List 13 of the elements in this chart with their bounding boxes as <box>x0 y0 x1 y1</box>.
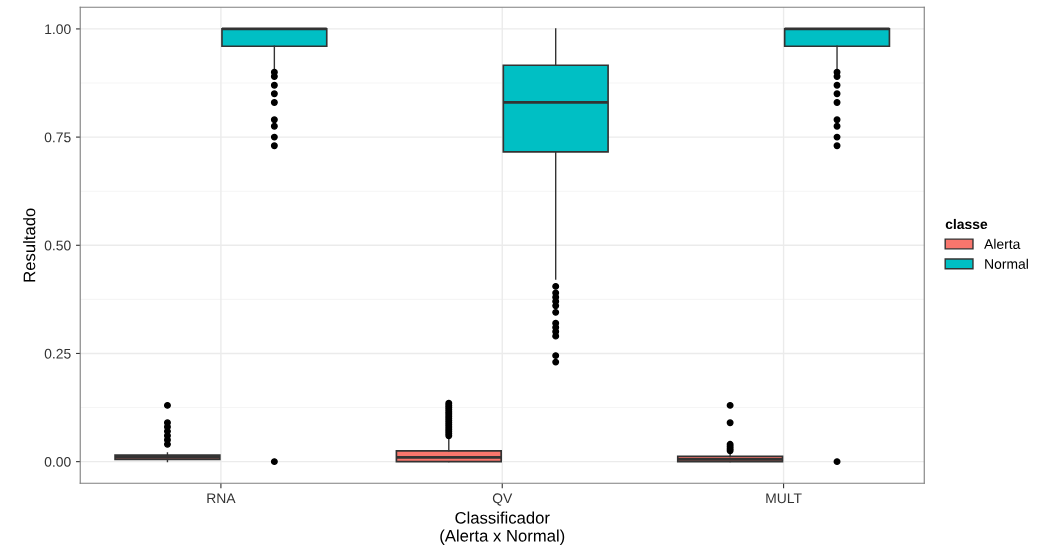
x-axis-title: Classificador (Alerta x Normal) <box>440 511 565 545</box>
x-tick-label: QV <box>492 493 513 506</box>
y-tick-label: 0.25 <box>44 348 71 359</box>
y-tick-label: 0.00 <box>44 456 71 467</box>
x-tick-label: MULT <box>766 493 802 504</box>
y-tick-label: 1.00 <box>45 24 71 35</box>
y-axis-title: Resultado <box>23 208 36 282</box>
legend-label: Normal <box>985 258 1028 269</box>
y-tick-label: 0.75 <box>44 132 71 143</box>
x-tick-label: RNA <box>207 493 236 504</box>
legend-title: classe <box>945 218 988 230</box>
legend-label: Alerta <box>984 238 1021 250</box>
y-tick-label: 0.50 <box>44 240 71 251</box>
